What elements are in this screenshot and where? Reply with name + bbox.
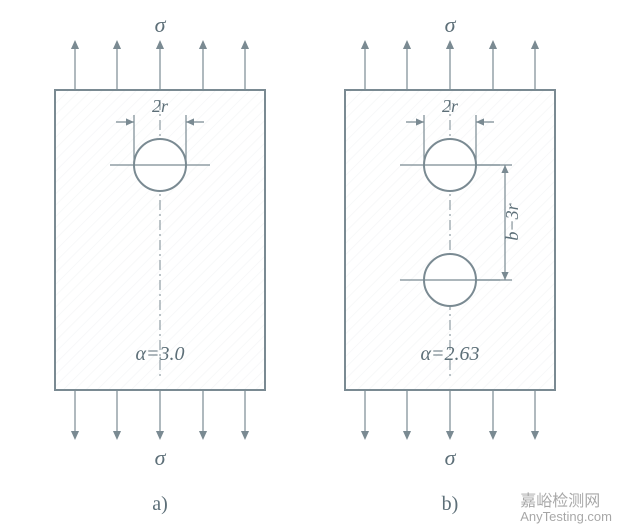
- svg-text:b): b): [442, 493, 459, 515]
- svg-text:α=2.63: α=2.63: [421, 343, 480, 365]
- svg-text:a): a): [152, 493, 168, 515]
- svg-text:σ: σ: [155, 445, 167, 470]
- svg-text:σ: σ: [155, 12, 167, 37]
- svg-text:b−3r: b−3r: [502, 202, 522, 240]
- watermark: 嘉峪检测网 AnyTesting.com: [520, 487, 612, 524]
- svg-text:σ: σ: [445, 12, 457, 37]
- svg-text:α=3.0: α=3.0: [136, 343, 185, 365]
- svg-text:2r: 2r: [442, 96, 459, 116]
- watermark-line2: AnyTesting.com: [520, 509, 612, 524]
- svg-text:2r: 2r: [152, 96, 169, 116]
- svg-text:σ: σ: [445, 445, 457, 470]
- diagram-container: σ σ σ σ 2r 2r α=3.0 α=2.63 b−3r a) b): [0, 0, 618, 530]
- diagram-svg: σ σ σ σ 2r 2r α=3.0 α=2.63 b−3r a) b): [0, 0, 618, 530]
- watermark-line1: 嘉峪检测网: [520, 493, 600, 510]
